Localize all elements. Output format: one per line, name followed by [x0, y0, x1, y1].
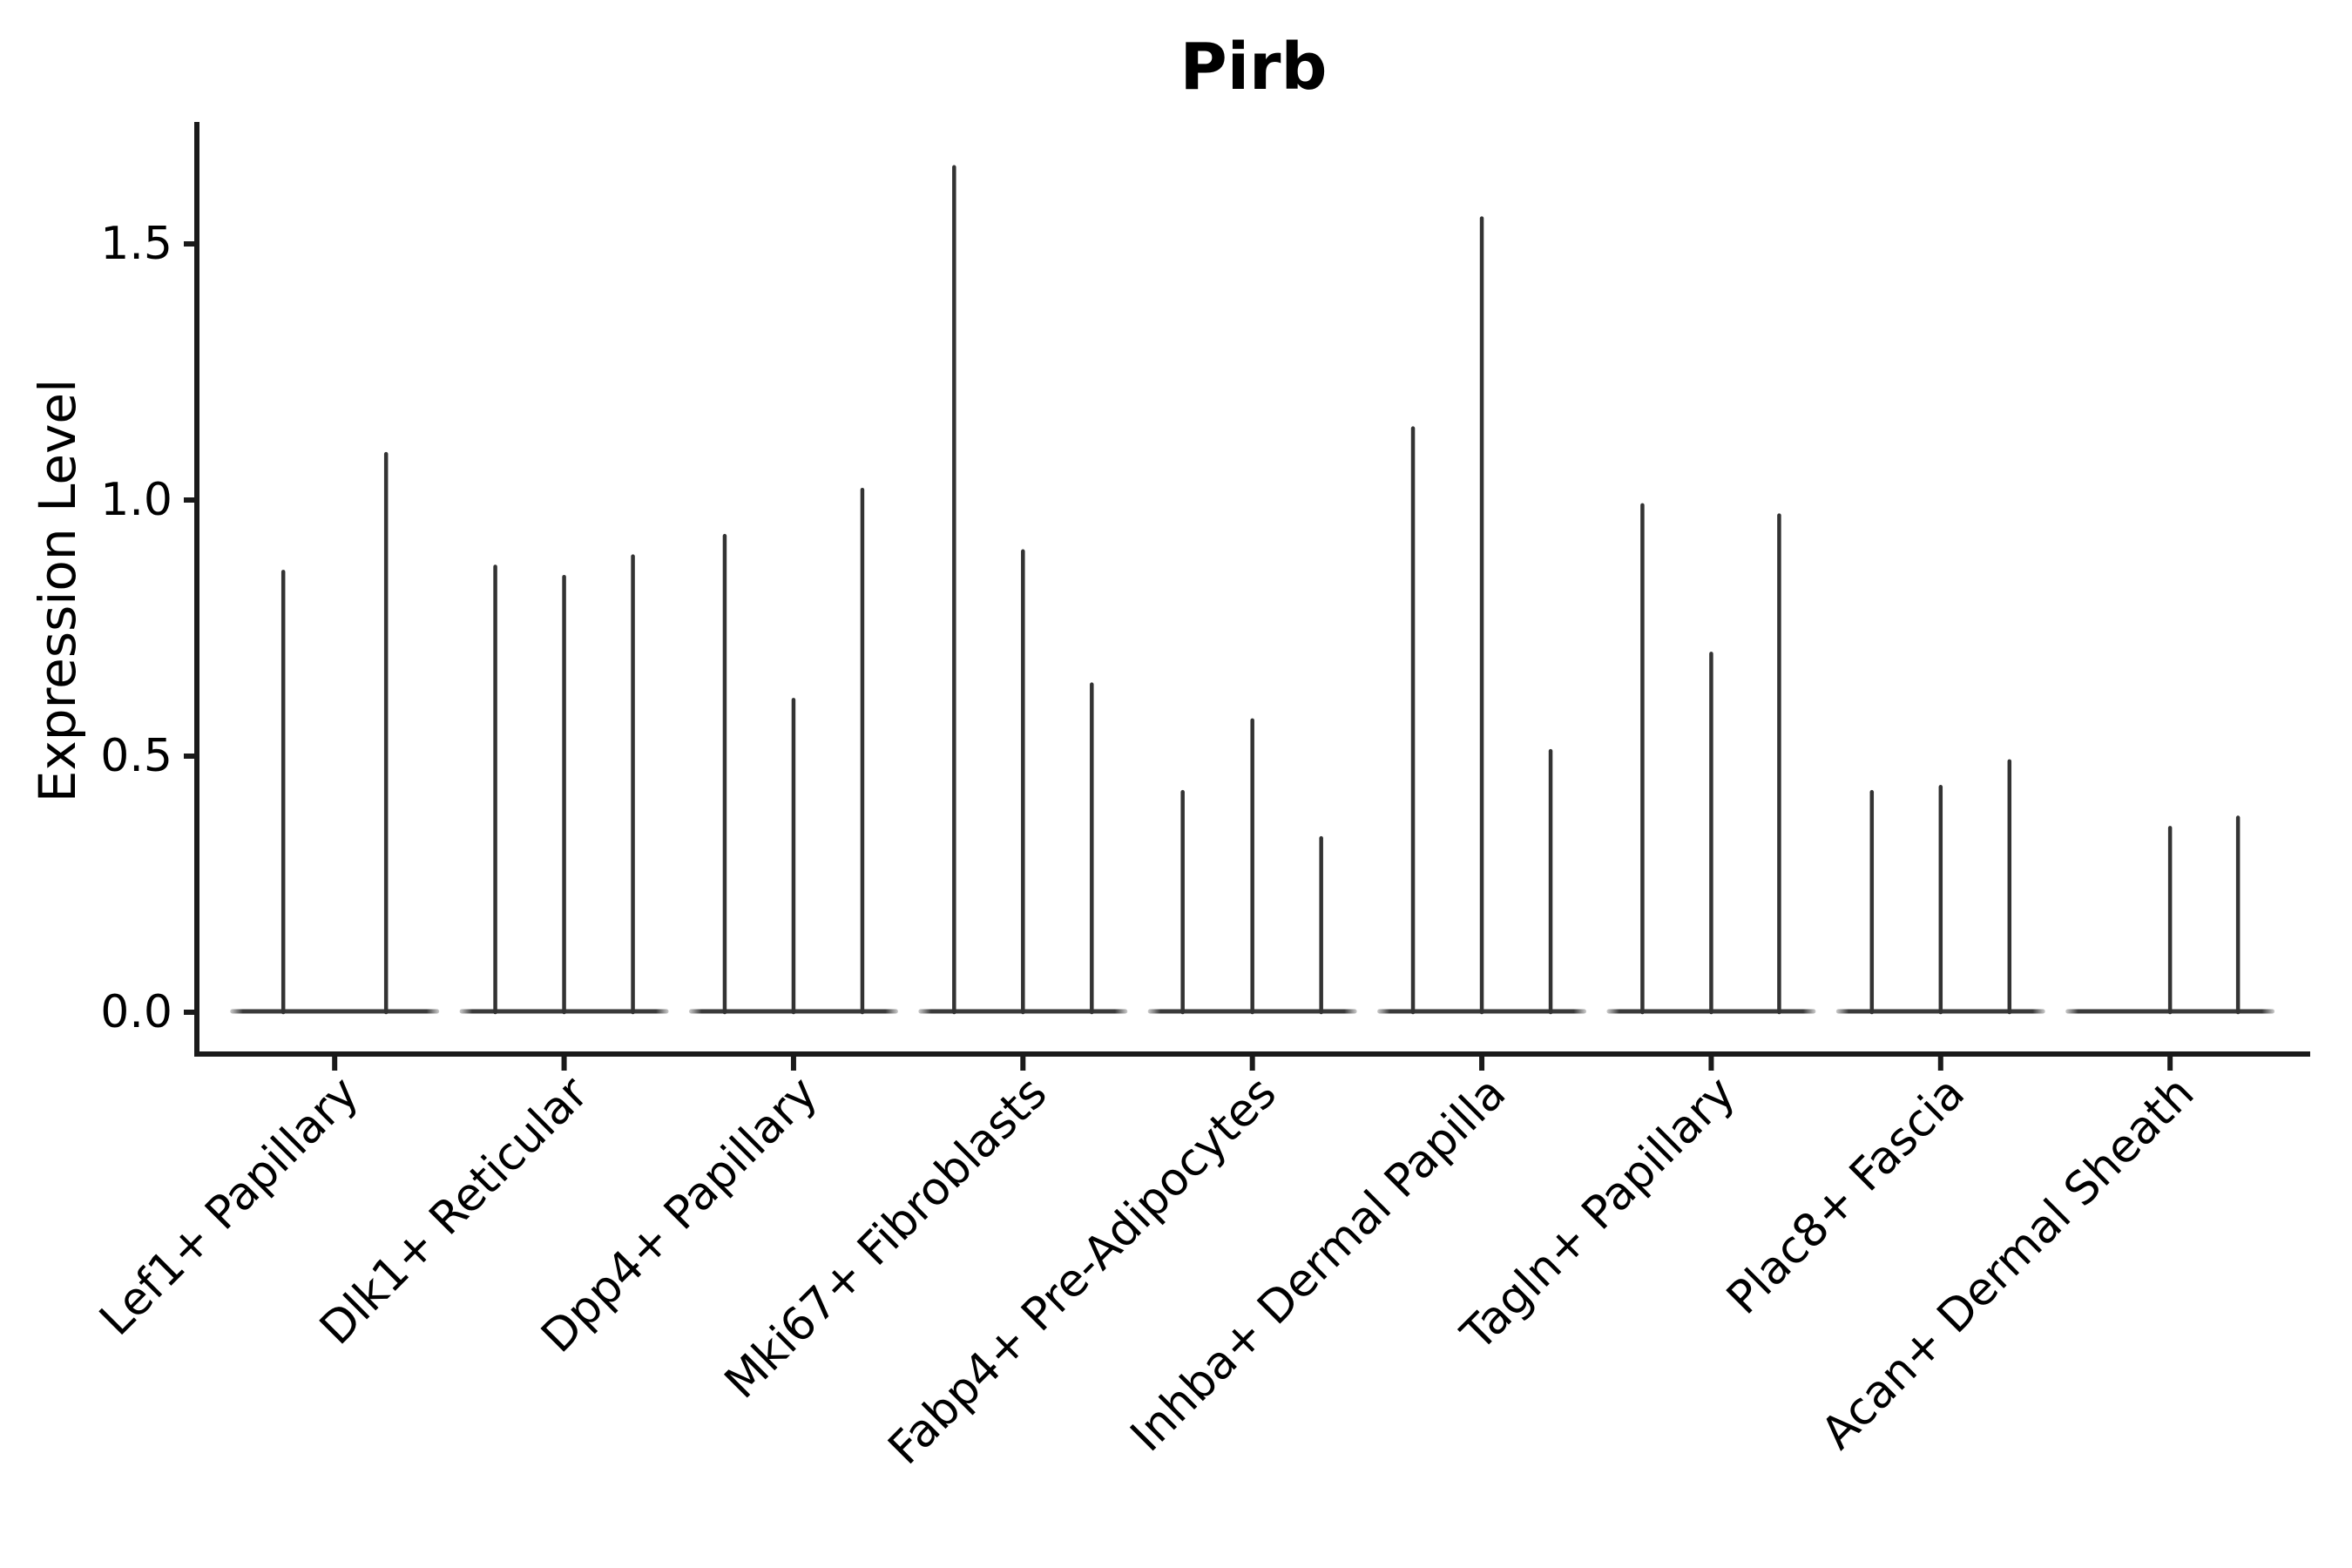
- x-tick-label: Plac8+ Fascia: [1717, 1067, 1975, 1325]
- chart-title: Pirb: [1179, 30, 1328, 105]
- x-tick-label: Inhba+ Dermal Papilla: [1121, 1067, 1516, 1462]
- y-tick-label: 0.0: [100, 986, 172, 1038]
- violins-layer: [230, 165, 2275, 1015]
- violin-body-baseline: [230, 1009, 440, 1014]
- y-tick-label: 1.5: [100, 218, 172, 270]
- y-tick-label: 1.0: [100, 474, 172, 526]
- x-tick-label: Fabp4+ Pre-Adipocytes: [879, 1067, 1287, 1475]
- axes-layer: [184, 122, 2310, 1071]
- y-axis-label: Expression Level: [28, 378, 87, 803]
- x-tick-label: Acan+ Dermal Sheath: [1812, 1067, 2205, 1460]
- y-tick-label: 0.5: [100, 730, 172, 782]
